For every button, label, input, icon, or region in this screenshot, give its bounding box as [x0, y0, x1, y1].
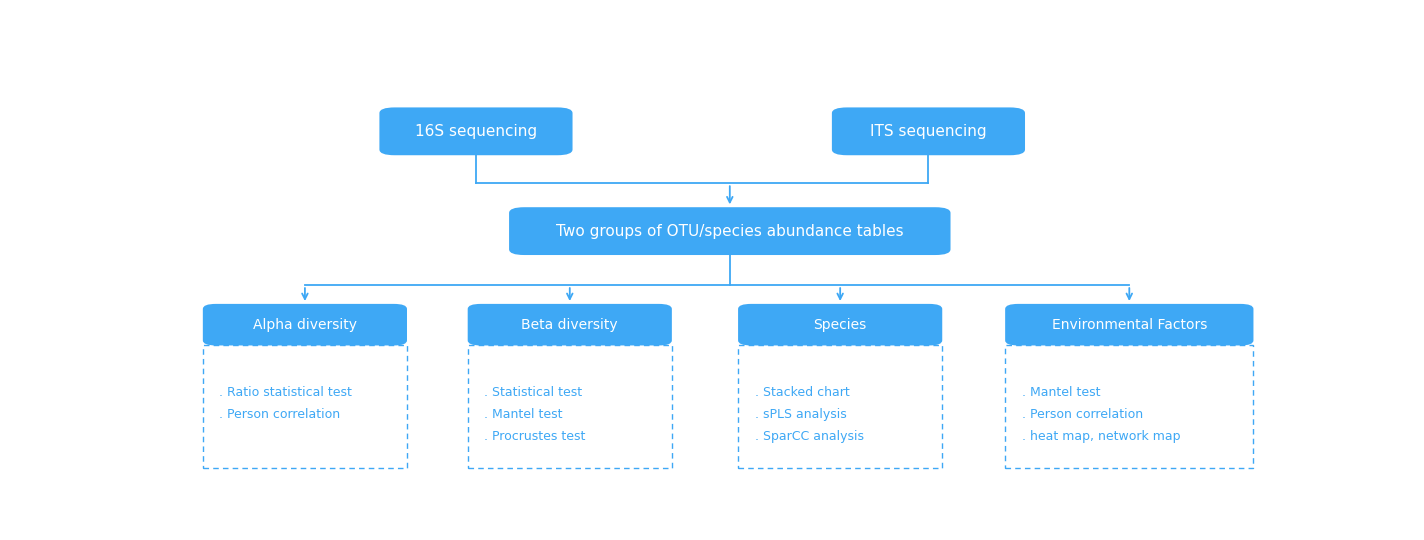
Text: . Statistical test: . Statistical test [484, 386, 582, 399]
FancyBboxPatch shape [738, 304, 943, 346]
Text: . Ratio statistical test: . Ratio statistical test [219, 386, 352, 399]
FancyBboxPatch shape [832, 107, 1025, 155]
FancyBboxPatch shape [1005, 304, 1253, 346]
Text: Beta diversity: Beta diversity [521, 318, 618, 332]
Text: . SparCC analysis: . SparCC analysis [755, 430, 863, 443]
FancyBboxPatch shape [510, 207, 951, 255]
Text: . Person correlation: . Person correlation [219, 408, 340, 421]
FancyBboxPatch shape [202, 304, 407, 346]
Text: Alpha diversity: Alpha diversity [253, 318, 357, 332]
Text: . Mantel test: . Mantel test [1021, 386, 1101, 399]
Text: . Stacked chart: . Stacked chart [755, 386, 849, 399]
Text: 16S sequencing: 16S sequencing [414, 124, 537, 139]
Text: ITS sequencing: ITS sequencing [870, 124, 987, 139]
Text: . sPLS analysis: . sPLS analysis [755, 408, 846, 421]
Text: . Mantel test: . Mantel test [484, 408, 562, 421]
FancyBboxPatch shape [379, 107, 572, 155]
Text: . heat map, network map: . heat map, network map [1021, 430, 1180, 443]
Text: Two groups of OTU/species abundance tables: Two groups of OTU/species abundance tabl… [555, 224, 904, 239]
Text: . Procrustes test: . Procrustes test [484, 430, 585, 443]
Text: Environmental Factors: Environmental Factors [1051, 318, 1208, 332]
Text: . Person correlation: . Person correlation [1021, 408, 1143, 421]
FancyBboxPatch shape [467, 304, 672, 346]
Text: Species: Species [813, 318, 867, 332]
